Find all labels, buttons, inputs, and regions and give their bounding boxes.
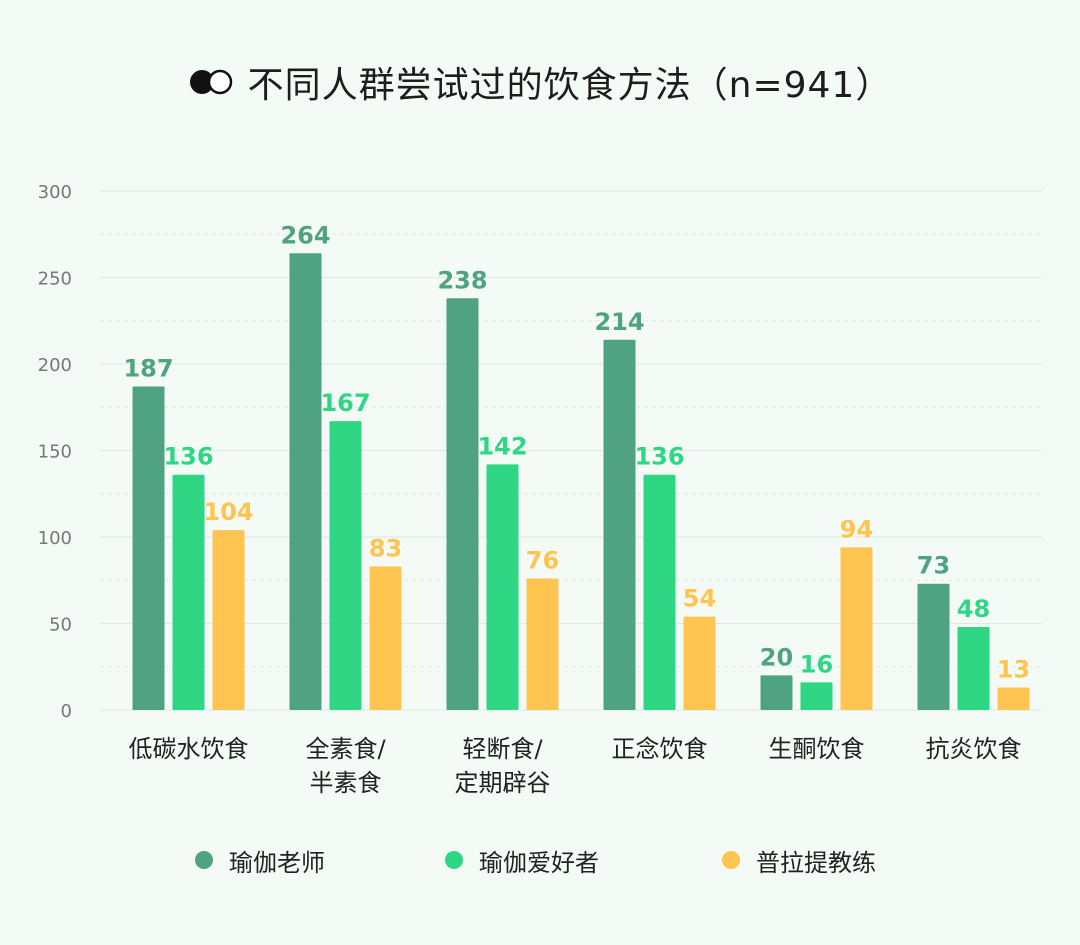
data-label: 238 bbox=[437, 266, 487, 294]
legend-label-pilates: 普拉提教练 bbox=[756, 848, 876, 877]
x-tick-label: 定期辟谷 bbox=[455, 769, 551, 797]
y-tick-label: 0 bbox=[61, 701, 72, 722]
x-tick-label: 正念饮食 bbox=[612, 735, 708, 763]
bar bbox=[760, 675, 793, 710]
data-label: 83 bbox=[369, 534, 402, 562]
legend-label-enthusiast: 瑜伽爱好者 bbox=[479, 848, 599, 877]
x-tick-label: 全素食/ bbox=[305, 735, 386, 763]
x-tick-label: 半素食 bbox=[310, 769, 382, 797]
bar bbox=[917, 583, 950, 710]
toggle-circles-icon bbox=[189, 69, 232, 95]
data-label: 20 bbox=[760, 643, 793, 671]
legend-dot-pilates bbox=[722, 851, 740, 869]
y-tick-label: 50 bbox=[49, 615, 72, 636]
y-tick-label: 100 bbox=[38, 528, 72, 549]
chart-title-bar: 不同人群尝试过的饮食方法（n=941） bbox=[0, 56, 1080, 108]
legend-item-teacher: 瑜伽老师 bbox=[195, 840, 325, 880]
y-tick-label: 250 bbox=[38, 269, 72, 290]
data-label: 214 bbox=[594, 308, 644, 336]
bar bbox=[369, 566, 402, 710]
bar bbox=[212, 530, 245, 710]
bar bbox=[289, 253, 322, 710]
data-label: 167 bbox=[320, 389, 370, 417]
data-label: 142 bbox=[477, 432, 527, 460]
data-label: 104 bbox=[203, 498, 253, 526]
data-label: 187 bbox=[123, 354, 173, 382]
bar bbox=[643, 474, 676, 710]
y-tick-label: 150 bbox=[38, 442, 72, 463]
data-label: 136 bbox=[163, 443, 213, 471]
legend-item-enthusiast: 瑜伽爱好者 bbox=[445, 840, 599, 880]
data-label: 76 bbox=[526, 547, 559, 575]
y-tick-label: 200 bbox=[38, 355, 72, 376]
data-label: 73 bbox=[917, 552, 950, 580]
bar bbox=[329, 421, 362, 710]
bar bbox=[840, 547, 873, 710]
bar bbox=[446, 298, 479, 710]
bar bbox=[603, 339, 636, 710]
bar bbox=[683, 616, 716, 710]
bar bbox=[172, 474, 205, 710]
x-tick-label: 抗炎饮食 bbox=[926, 735, 1022, 763]
data-label: 16 bbox=[800, 650, 833, 678]
y-tick-label: 300 bbox=[38, 182, 72, 203]
bar bbox=[957, 626, 990, 710]
legend-item-pilates: 普拉提教练 bbox=[722, 840, 876, 880]
bar bbox=[486, 464, 519, 710]
data-label: 48 bbox=[957, 595, 990, 623]
data-label: 54 bbox=[683, 585, 716, 613]
legend-dot-enthusiast bbox=[445, 851, 463, 869]
bar bbox=[526, 578, 559, 710]
data-label: 136 bbox=[634, 443, 684, 471]
data-label: 94 bbox=[840, 515, 873, 543]
bar bbox=[132, 386, 165, 710]
legend-label-teacher: 瑜伽老师 bbox=[229, 848, 325, 877]
legend-dot-teacher bbox=[195, 851, 213, 869]
chart-title: 不同人群尝试过的饮食方法（n=941） bbox=[247, 65, 893, 106]
data-label: 13 bbox=[997, 656, 1030, 684]
bar bbox=[997, 687, 1030, 710]
x-tick-label: 轻断食/ bbox=[462, 735, 543, 763]
chart-legend: 瑜伽老师 瑜伽爱好者 普拉提教练 bbox=[0, 840, 1080, 880]
bar-chart: 0 50 100 150 200 250 300 187 136 104 低碳水饮食 264 167 83… bbox=[38, 182, 1042, 797]
x-tick-label: 生酮饮食 bbox=[769, 735, 865, 763]
x-tick-label: 低碳水饮食 bbox=[129, 735, 249, 763]
bar bbox=[800, 682, 833, 710]
data-label: 264 bbox=[280, 221, 330, 249]
